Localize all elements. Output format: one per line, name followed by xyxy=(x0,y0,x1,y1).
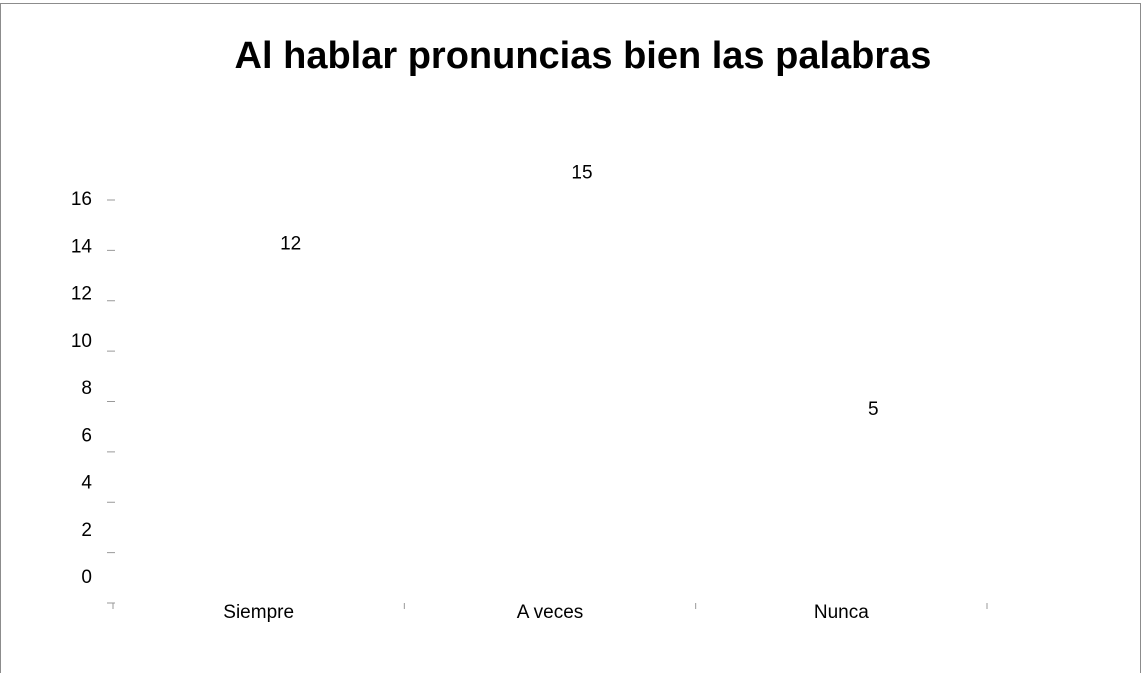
y-tick-label: 8 xyxy=(81,378,92,399)
y-tick-label: 10 xyxy=(71,331,92,352)
chart-frame xyxy=(0,3,1141,673)
x-tick-label: A veces xyxy=(517,602,584,623)
y-tick-label: 14 xyxy=(71,236,93,257)
y-tick-label: 16 xyxy=(71,189,92,210)
y-tick-label: 0 xyxy=(81,567,92,588)
y-tick-label: 6 xyxy=(81,425,92,446)
y-tick-label: 12 xyxy=(71,284,92,305)
x-tick-label: Nunca xyxy=(814,602,869,623)
x-tick-label: Siempre xyxy=(223,602,294,623)
bar xyxy=(753,459,929,578)
data-label: 12 xyxy=(280,234,301,255)
bar xyxy=(462,223,638,578)
data-label: 15 xyxy=(571,163,592,184)
data-label: 5 xyxy=(868,399,879,420)
bar xyxy=(171,294,347,578)
y-tick-label: 2 xyxy=(81,520,92,541)
y-tick-label: 4 xyxy=(81,473,92,494)
chart-title: Al hablar pronuncias bien las palabras xyxy=(235,35,932,77)
